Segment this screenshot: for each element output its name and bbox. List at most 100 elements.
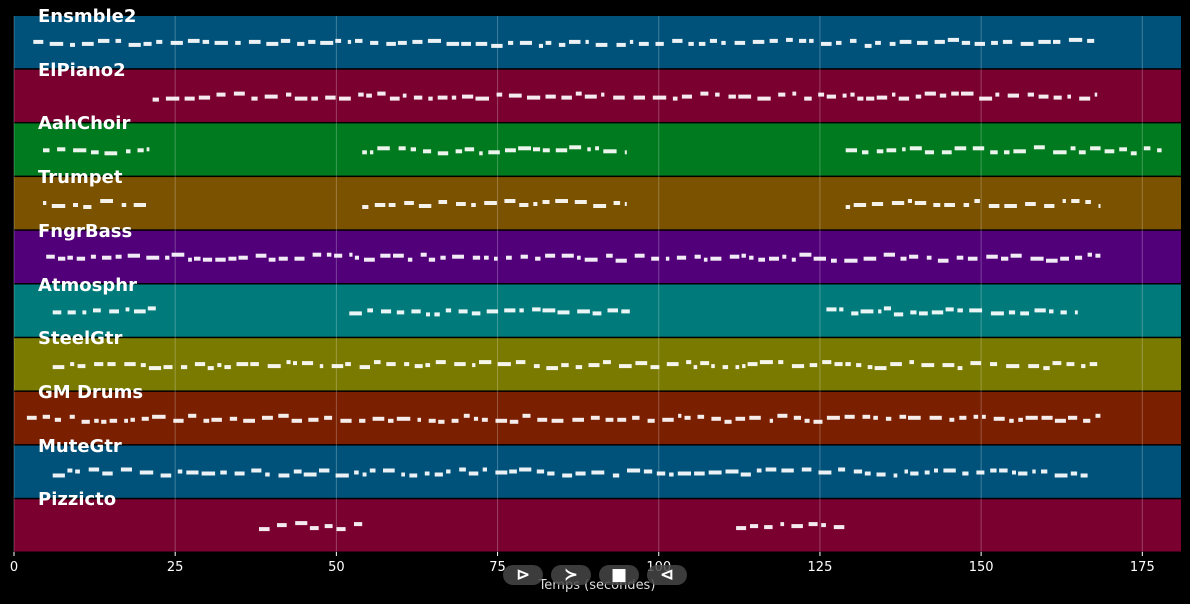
note — [278, 473, 290, 478]
note — [941, 150, 952, 155]
note — [634, 253, 645, 258]
note — [587, 147, 591, 152]
note — [1009, 418, 1014, 423]
note — [452, 254, 464, 259]
note — [374, 360, 381, 365]
note — [1025, 415, 1038, 420]
note — [160, 473, 172, 478]
note — [584, 94, 597, 99]
note — [547, 471, 555, 476]
note — [277, 523, 287, 528]
note — [969, 308, 983, 313]
note — [804, 418, 810, 423]
note — [475, 41, 488, 46]
note — [876, 95, 888, 100]
rewind-button[interactable]: ⊲ — [647, 565, 687, 585]
note — [519, 467, 532, 472]
note — [377, 91, 386, 96]
note — [672, 38, 683, 43]
note — [945, 307, 954, 312]
note — [52, 310, 62, 315]
note — [1087, 252, 1092, 257]
track-label: Atmosphr — [38, 274, 137, 296]
note — [146, 255, 160, 260]
note — [591, 470, 605, 475]
note — [791, 257, 796, 262]
note — [821, 41, 832, 46]
note — [440, 255, 446, 260]
note — [374, 203, 386, 207]
note — [211, 417, 222, 422]
note — [778, 92, 786, 97]
note — [551, 418, 564, 423]
note — [970, 361, 982, 366]
note — [434, 312, 440, 317]
note — [765, 467, 777, 472]
note — [838, 467, 846, 472]
note — [335, 38, 342, 43]
note — [666, 362, 679, 367]
note — [515, 360, 526, 365]
note — [312, 252, 322, 257]
note — [404, 201, 414, 205]
note — [1085, 200, 1091, 204]
note — [504, 308, 516, 313]
note — [484, 255, 489, 260]
note — [818, 470, 832, 475]
note — [438, 200, 448, 204]
note — [434, 472, 443, 477]
note — [619, 364, 632, 369]
note — [1038, 39, 1051, 44]
note — [1052, 361, 1062, 366]
note — [572, 417, 584, 422]
note — [957, 366, 963, 371]
note — [76, 256, 86, 261]
note — [102, 471, 113, 476]
note — [853, 203, 867, 207]
note — [1053, 95, 1062, 100]
note — [1081, 364, 1086, 369]
note — [627, 468, 641, 473]
note — [58, 256, 66, 261]
note — [902, 147, 906, 152]
note — [370, 150, 374, 155]
note — [999, 468, 1008, 473]
note — [931, 310, 944, 315]
note — [187, 38, 200, 43]
note — [94, 418, 99, 423]
note — [883, 252, 895, 257]
note — [125, 307, 130, 312]
forward-button[interactable]: ≻ — [551, 565, 591, 585]
note — [401, 472, 405, 477]
note — [426, 312, 430, 317]
play-button[interactable]: ⊳ — [503, 565, 543, 585]
forward-icon: ≻ — [563, 565, 579, 585]
note — [362, 150, 367, 155]
note — [377, 146, 390, 151]
note — [538, 43, 543, 48]
note — [764, 525, 773, 530]
note — [735, 416, 746, 421]
note — [362, 472, 367, 477]
note — [324, 524, 333, 529]
note — [942, 363, 955, 368]
stop-button[interactable]: ■ — [599, 565, 639, 585]
note — [147, 306, 156, 311]
note — [643, 469, 653, 474]
note — [324, 415, 333, 420]
note — [1079, 96, 1091, 101]
note — [747, 362, 758, 367]
note — [354, 470, 359, 475]
note — [404, 362, 410, 367]
note — [595, 42, 608, 47]
note — [398, 146, 406, 151]
note — [665, 256, 670, 261]
note — [752, 39, 765, 44]
note — [860, 309, 874, 314]
note — [655, 41, 664, 46]
note — [207, 366, 214, 371]
note — [311, 96, 318, 101]
note — [184, 96, 195, 101]
note — [1157, 148, 1162, 153]
